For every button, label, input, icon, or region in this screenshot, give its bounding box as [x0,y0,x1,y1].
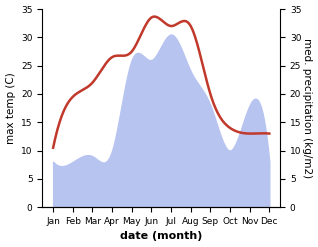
Y-axis label: med. precipitation (kg/m2): med. precipitation (kg/m2) [302,38,313,178]
Y-axis label: max temp (C): max temp (C) [5,72,16,144]
X-axis label: date (month): date (month) [120,231,203,242]
